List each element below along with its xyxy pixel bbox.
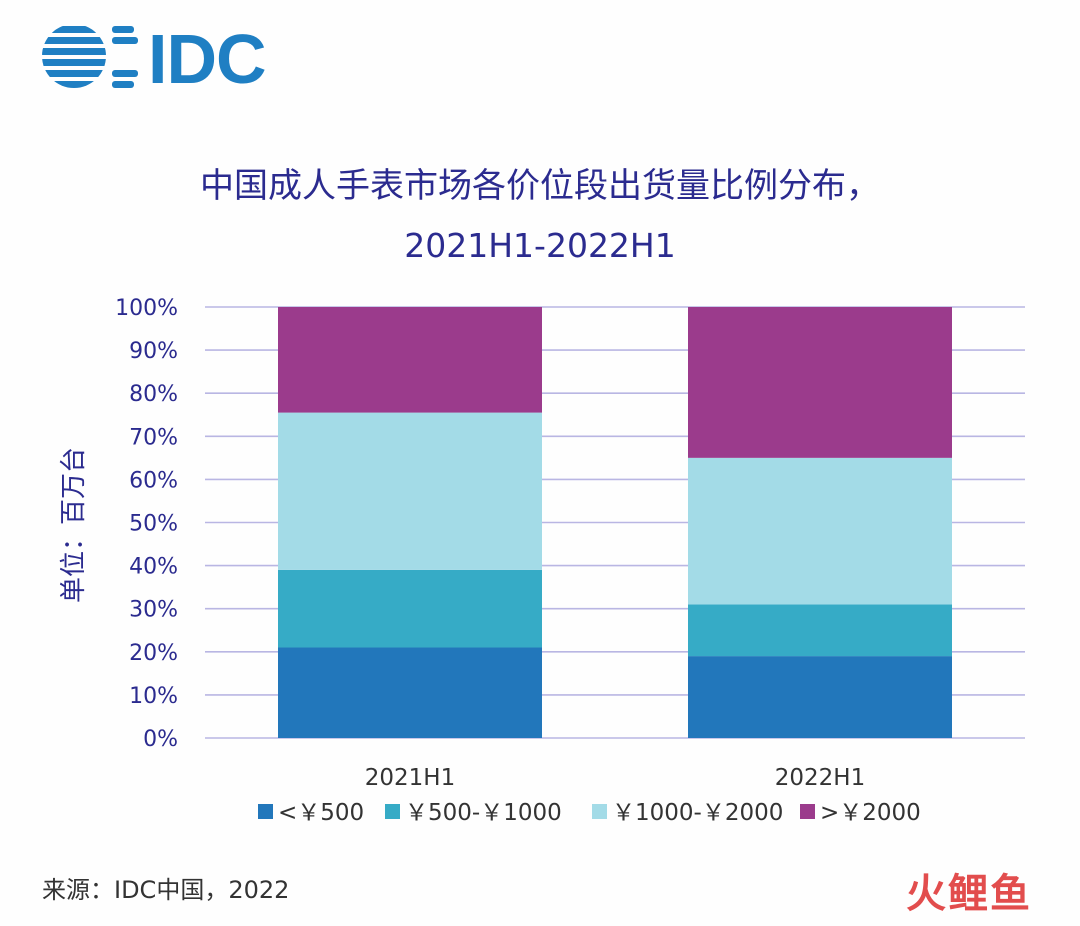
- legend-label: ￥500-￥1000: [405, 800, 562, 826]
- y-tick-label: 20%: [129, 641, 178, 666]
- bar-segment: [278, 569, 542, 648]
- x-tick-label: 2022H1: [775, 765, 865, 791]
- x-tick-label: 2021H1: [365, 765, 455, 791]
- y-tick-label: 60%: [129, 468, 178, 493]
- chart-title: 中国成人手表市场各价位段出货量比例分布，: [200, 166, 880, 206]
- legend-label: <￥500: [278, 800, 364, 826]
- legend-swatch: [385, 804, 400, 819]
- watermark-logo: 火鲤鱼: [906, 871, 1032, 917]
- stacked-bar-chart: 0% 10% 20% 30% 40% 50% 60% 70% 80% 90% 100% 2021H1 2…: [115, 296, 1025, 826]
- y-tick-label: 10%: [129, 684, 178, 709]
- bar-segment: [278, 307, 542, 413]
- legend-swatch: [258, 804, 273, 819]
- idc-globe-icon: [42, 26, 138, 88]
- y-tick-label: 80%: [129, 382, 178, 407]
- y-tick-label: 90%: [129, 339, 178, 364]
- legend-label: ￥1000-￥2000: [612, 800, 783, 826]
- y-tick-label: 70%: [129, 425, 178, 450]
- idc-logo: IDC: [40, 18, 267, 98]
- y-tick-label: 30%: [129, 598, 178, 623]
- bar-segment: [688, 307, 952, 458]
- idc-logo-text: IDC: [148, 20, 267, 98]
- source-note: 来源：IDC中国，2022: [42, 876, 290, 904]
- bar-segment: [278, 647, 542, 738]
- chart-subtitle: 2021H1-2022H1: [404, 226, 676, 265]
- legend-label: >￥2000: [820, 800, 921, 826]
- bar-segment: [278, 412, 542, 570]
- y-tick-label: 40%: [129, 555, 178, 580]
- y-tick-label: 100%: [115, 296, 178, 321]
- bar-segment: [688, 604, 952, 657]
- legend-swatch: [800, 804, 815, 819]
- y-tick-label: 50%: [129, 512, 178, 537]
- bar-segment: [688, 457, 952, 605]
- bar-segment: [688, 656, 952, 738]
- y-tick-label: 0%: [143, 727, 178, 752]
- legend-swatch: [592, 804, 607, 819]
